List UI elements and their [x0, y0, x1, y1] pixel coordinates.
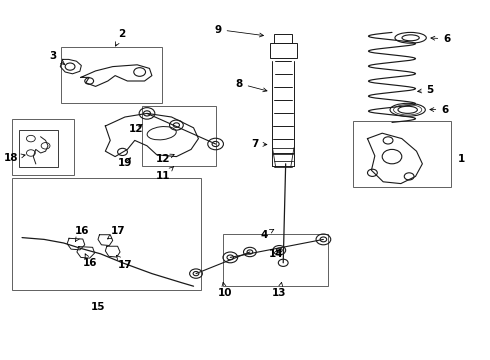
Text: 15: 15	[91, 302, 105, 312]
Text: 3: 3	[49, 51, 65, 64]
Bar	[223, 234, 328, 286]
Text: 14: 14	[269, 249, 283, 259]
Bar	[270, 43, 297, 58]
Text: 17: 17	[107, 226, 126, 239]
Text: 2: 2	[116, 29, 125, 46]
Bar	[61, 47, 162, 103]
Text: 6: 6	[431, 34, 450, 44]
Text: 12: 12	[129, 123, 144, 134]
Text: 6: 6	[430, 105, 448, 115]
Text: 11: 11	[156, 167, 173, 181]
Text: 5: 5	[417, 85, 434, 95]
Text: 12: 12	[156, 154, 174, 164]
Text: 1: 1	[458, 154, 465, 164]
Text: 17: 17	[116, 255, 132, 270]
Text: 9: 9	[215, 24, 264, 37]
Text: 19: 19	[118, 158, 132, 168]
Bar	[12, 119, 74, 175]
Text: 13: 13	[272, 282, 287, 298]
Bar	[353, 121, 451, 187]
Text: 10: 10	[218, 282, 233, 298]
Text: 16: 16	[75, 226, 90, 241]
Text: 16: 16	[82, 254, 97, 268]
Bar	[12, 178, 201, 290]
Bar	[274, 34, 292, 43]
Text: 8: 8	[236, 78, 267, 92]
Text: 18: 18	[3, 153, 25, 163]
Bar	[142, 106, 216, 166]
Bar	[19, 130, 58, 167]
Text: 7: 7	[251, 139, 267, 149]
Text: 4: 4	[261, 229, 274, 240]
